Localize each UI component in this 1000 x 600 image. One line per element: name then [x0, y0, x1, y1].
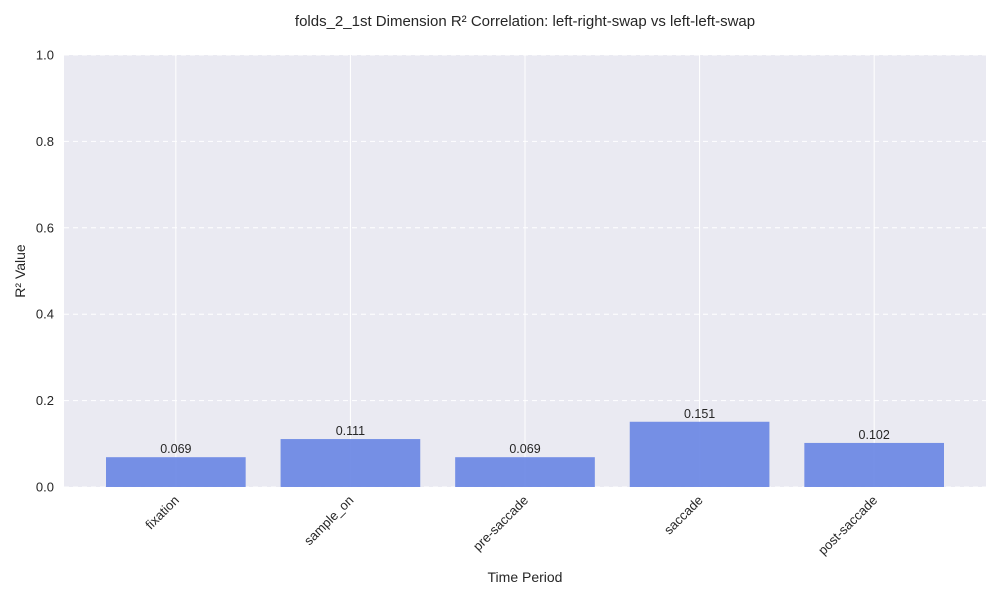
- bars: 0.069 0.111 0.069 0.151 0.102: [106, 407, 944, 487]
- bar-value-label: 0.069: [509, 442, 540, 456]
- x-tick-label: sample_on: [301, 493, 357, 549]
- y-tick-label: 1.0: [36, 48, 54, 63]
- x-axis-label: Time Period: [488, 569, 563, 585]
- x-tick-label: fixation: [142, 493, 182, 533]
- grid: [64, 54, 986, 488]
- y-tick-label: 0.0: [36, 480, 54, 495]
- bar: [455, 457, 595, 487]
- y-axis-label: R² Value: [12, 244, 28, 298]
- bar: [106, 457, 246, 487]
- y-tick-label: 0.6: [36, 220, 54, 235]
- bar-value-label: 0.069: [160, 442, 191, 456]
- y-tick-label: 0.4: [36, 307, 54, 322]
- x-tick-label: saccade: [661, 493, 706, 538]
- bar-value-label: 0.151: [684, 407, 715, 421]
- bar: [280, 439, 421, 487]
- chart-title: folds_2_1st Dimension R² Correlation: le…: [295, 13, 755, 30]
- x-tick-label: pre-saccade: [470, 493, 531, 554]
- bar: [629, 421, 770, 487]
- y-tick-label: 0.8: [36, 134, 54, 149]
- x-tick-label: post-saccade: [815, 493, 880, 558]
- bar: [804, 442, 944, 487]
- bar-value-label: 0.102: [859, 428, 890, 442]
- y-tick-label: 0.2: [36, 393, 54, 408]
- bar-value-label: 0.111: [336, 424, 365, 438]
